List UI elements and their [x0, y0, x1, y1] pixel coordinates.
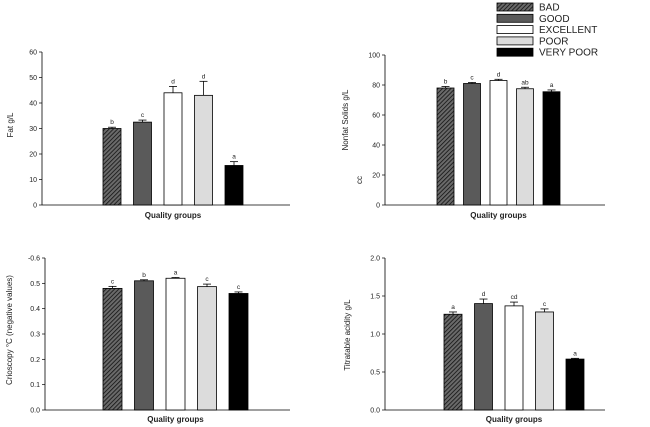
y-tick-label: 0.5 — [370, 370, 380, 377]
y-tick-label: 50 — [29, 75, 37, 82]
significance-letter: cd — [511, 294, 518, 301]
significance-letter: c — [111, 278, 115, 285]
y-tick-label: 20 — [29, 152, 37, 159]
bar-poor — [516, 88, 534, 206]
legend-swatch-0 — [496, 2, 534, 12]
significance-letter: c — [205, 276, 209, 283]
significance-letter: b — [142, 272, 146, 279]
x-axis-title: Quality groups — [470, 211, 527, 220]
y-tick-label: 60 — [372, 113, 380, 120]
bar-bad — [443, 313, 463, 411]
bar-very-poor — [224, 165, 244, 206]
legend-swatch-1 — [496, 13, 534, 23]
chart-4: 0.0 0.5 1.0 1.5 2.0 a d cd c a Titratable acidity … — [343, 256, 605, 424]
bar-bad — [436, 87, 455, 206]
chart-1: 0 10 20 30 40 50 60 b c d d a Fat g/L Quality groups — [6, 50, 290, 220]
significance-letter: ab — [521, 79, 529, 86]
y-tick-label: 0.0 — [370, 408, 380, 415]
bar-good — [133, 121, 152, 206]
y-axis-title: Titratable acidity g/L — [343, 299, 352, 371]
legend-swatch-3 — [496, 36, 534, 46]
legend-label-1: GOOD — [539, 14, 570, 25]
y-axis-title: Crioscopy °C (negative values) — [5, 275, 14, 385]
legend-swatch-4 — [496, 47, 534, 57]
y-tick-label: 0.3 — [30, 332, 40, 339]
y-axis-title: Nonfat Solids g/L — [341, 89, 350, 150]
significance-letter: c — [141, 112, 145, 119]
y-tick-label: 0.5 — [30, 281, 40, 288]
legend-label-0: BAD — [539, 3, 560, 14]
bar-good — [474, 303, 493, 411]
y-tick-label: 0 — [376, 203, 380, 210]
bar-excellent — [489, 80, 508, 206]
legend-swatch-2 — [496, 25, 534, 35]
x-axis-title: Quality groups — [145, 211, 202, 220]
significance-letter: a — [174, 270, 178, 277]
y-tick-label: 0.0 — [30, 408, 40, 415]
bar-bad — [102, 287, 123, 411]
y-tick-label: 0 — [33, 203, 37, 210]
y-tick-label: 20 — [372, 173, 380, 180]
significance-letter: d — [202, 73, 206, 80]
chart-3: 0.0 0.1 0.2 0.3 0.4 0.5 -0.6 c b a c c Crioscopy °C … — [5, 256, 290, 424]
significance-letter: c — [470, 74, 474, 81]
legend-label-2: EXCELLENT — [539, 25, 597, 36]
bar-poor — [197, 286, 217, 411]
bar-excellent — [165, 277, 186, 411]
bar-poor — [535, 311, 554, 411]
y-tick-label: 0.2 — [30, 357, 40, 364]
x-axis-title: Quality groups — [147, 415, 204, 424]
y-tick-label: 0.4 — [30, 306, 40, 313]
y-tick-label: 0.1 — [30, 382, 40, 389]
y-tick-label: 10 — [29, 177, 37, 184]
chart-2: 0 20 40 60 80 100 b c d ab a Nonfat Solids g/L cc Qua… — [341, 53, 605, 220]
y-tick-label: 1.0 — [370, 332, 380, 339]
significance-letter: a — [451, 304, 455, 311]
y-tick-label: -0.6 — [28, 256, 40, 263]
bar-excellent — [163, 92, 183, 206]
y-axis-title: Fat g/L — [6, 112, 15, 137]
bar-good — [134, 280, 154, 411]
significance-letter: a — [550, 82, 554, 89]
bar-good — [463, 83, 481, 206]
y-tick-label: 1.5 — [370, 294, 380, 301]
y-tick-label: 30 — [29, 126, 37, 133]
significance-letter: b — [444, 79, 448, 86]
significance-letter: a — [232, 154, 236, 161]
y-tick-label: 100 — [368, 53, 380, 60]
y-tick-label: 60 — [29, 50, 37, 57]
y-tick-label: 2.0 — [370, 256, 380, 263]
legend-label-3: POOR — [539, 36, 568, 47]
bar-bad — [102, 128, 122, 206]
y-tick-label: 80 — [372, 83, 380, 90]
y-tick-label: 40 — [29, 101, 37, 108]
bar-excellent — [504, 305, 524, 411]
bar-very-poor — [228, 293, 249, 411]
significance-letter: c — [237, 284, 241, 291]
significance-letter: d — [482, 291, 486, 298]
y-axis-subtitle: cc — [355, 176, 364, 184]
bar-very-poor — [565, 358, 585, 411]
y-tick-label: 40 — [372, 143, 380, 150]
significance-letter: c — [543, 301, 547, 308]
bar-poor — [194, 94, 213, 206]
significance-letter: d — [497, 71, 501, 78]
x-axis-title: Quality groups — [486, 415, 543, 424]
significance-letter: d — [171, 78, 175, 85]
legend-label-4: VERY POOR — [539, 48, 598, 59]
bar-very-poor — [542, 91, 561, 206]
significance-letter: a — [573, 350, 577, 357]
significance-letter: b — [110, 119, 114, 126]
